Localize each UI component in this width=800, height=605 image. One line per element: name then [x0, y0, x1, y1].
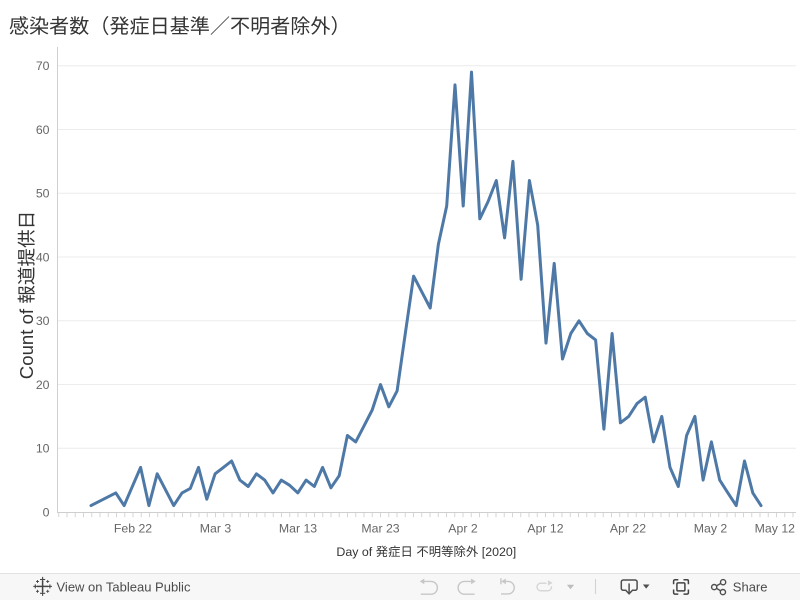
svg-text:20: 20 — [36, 378, 50, 392]
svg-text:60: 60 — [36, 123, 50, 137]
svg-text:Day of: Day of — [336, 545, 372, 559]
svg-text:Share: Share — [733, 579, 768, 594]
svg-text:50: 50 — [36, 187, 50, 201]
svg-text:May 2: May 2 — [694, 522, 728, 536]
svg-text:Apr 2: Apr 2 — [448, 522, 478, 536]
svg-text:0: 0 — [43, 505, 50, 519]
svg-text:Mar 3: Mar 3 — [200, 522, 232, 536]
svg-text:Mar 23: Mar 23 — [361, 522, 399, 536]
svg-text:Apr 12: Apr 12 — [527, 522, 563, 536]
svg-text:Apr 22: Apr 22 — [610, 522, 646, 536]
svg-text:[2020]: [2020] — [482, 545, 516, 559]
svg-text:View on Tableau Public: View on Tableau Public — [57, 579, 191, 594]
svg-text:40: 40 — [36, 250, 50, 264]
svg-text:10: 10 — [36, 442, 50, 456]
svg-text:30: 30 — [36, 314, 50, 328]
svg-text:May 12: May 12 — [755, 522, 795, 536]
svg-text:Feb 22: Feb 22 — [114, 522, 152, 536]
svg-text:Mar 13: Mar 13 — [279, 522, 317, 536]
svg-text:Count of: Count of — [16, 308, 37, 379]
svg-text:70: 70 — [36, 59, 50, 73]
